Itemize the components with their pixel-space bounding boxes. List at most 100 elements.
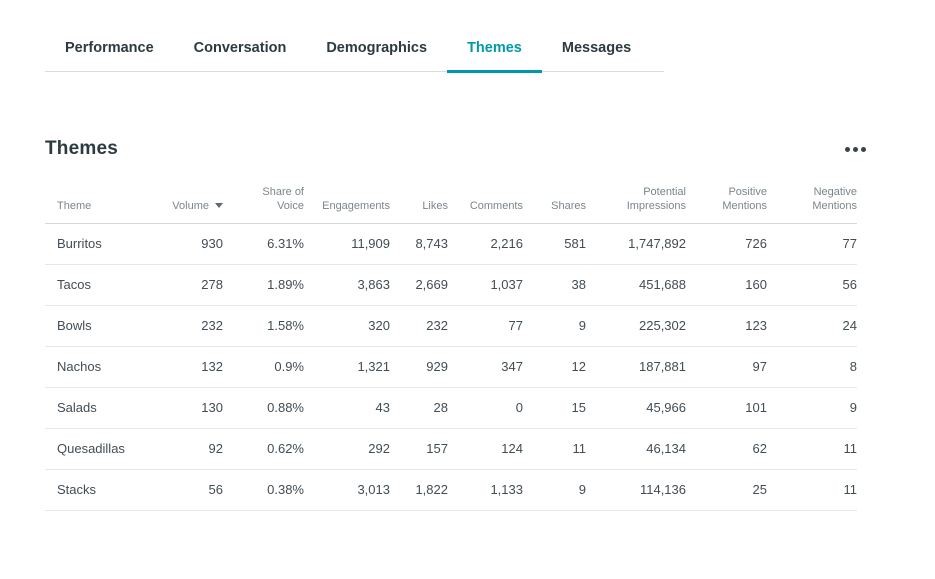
cell-share-of-voice: 1.58% bbox=[223, 305, 304, 347]
cell-potential-impressions: 45,966 bbox=[586, 387, 686, 429]
column-label: Likes bbox=[422, 199, 448, 212]
table-row: Salads 130 0.88% 43 28 0 15 45,966 101 9 bbox=[45, 387, 857, 429]
cell-positive-mentions: 25 bbox=[686, 469, 767, 511]
cell-engagements: 11,909 bbox=[304, 223, 390, 265]
cell-positive-mentions: 101 bbox=[686, 387, 767, 429]
cell-share-of-voice: 0.88% bbox=[223, 387, 304, 429]
cell-shares: 581 bbox=[523, 223, 586, 265]
cell-engagements: 3,863 bbox=[304, 264, 390, 306]
cell-potential-impressions: 46,134 bbox=[586, 428, 686, 470]
cell-negative-mentions: 11 bbox=[767, 428, 857, 470]
table-header: Theme Volume Share of Voice Engagements Like… bbox=[45, 186, 857, 224]
cell-theme: Bowls bbox=[45, 305, 157, 347]
cell-comments: 1,133 bbox=[448, 469, 523, 511]
cell-likes: 929 bbox=[390, 346, 448, 388]
cell-negative-mentions: 8 bbox=[767, 346, 857, 388]
cell-likes: 8,743 bbox=[390, 223, 448, 265]
cell-negative-mentions: 77 bbox=[767, 223, 857, 265]
cell-positive-mentions: 123 bbox=[686, 305, 767, 347]
cell-potential-impressions: 451,688 bbox=[586, 264, 686, 306]
cell-theme: Nachos bbox=[45, 346, 157, 388]
cell-potential-impressions: 1,747,892 bbox=[586, 223, 686, 265]
tab-conversation[interactable]: Conversation bbox=[193, 40, 287, 56]
cell-positive-mentions: 726 bbox=[686, 223, 767, 265]
cell-engagements: 1,321 bbox=[304, 346, 390, 388]
cell-comments: 0 bbox=[448, 387, 523, 429]
cell-volume: 278 bbox=[157, 264, 223, 306]
cell-share-of-voice: 0.62% bbox=[223, 428, 304, 470]
cell-theme: Quesadillas bbox=[45, 428, 157, 470]
column-header-volume[interactable]: Volume bbox=[157, 186, 223, 224]
column-label: Comments bbox=[469, 199, 523, 212]
cell-engagements: 3,013 bbox=[304, 469, 390, 511]
page-title: Themes bbox=[45, 138, 119, 159]
column-header-comments[interactable]: Comments bbox=[448, 186, 523, 224]
cell-likes: 2,669 bbox=[390, 264, 448, 306]
cell-comments: 124 bbox=[448, 428, 523, 470]
column-header-potential-impressions[interactable]: Potential Impressions bbox=[586, 186, 686, 224]
column-label: Positive Mentions bbox=[722, 186, 767, 212]
tab-performance[interactable]: Performance bbox=[65, 40, 154, 56]
column-label: Shares bbox=[551, 199, 586, 212]
cell-theme: Salads bbox=[45, 387, 157, 429]
column-header-positive-mentions[interactable]: Positive Mentions bbox=[686, 186, 767, 224]
cell-volume: 930 bbox=[157, 223, 223, 265]
cell-positive-mentions: 160 bbox=[686, 264, 767, 306]
tab-bar: Performance Conversation Demographics Theme… bbox=[45, 30, 664, 73]
column-label: Volume bbox=[172, 199, 209, 212]
cell-theme: Stacks bbox=[45, 469, 157, 511]
cell-share-of-voice: 1.89% bbox=[223, 264, 304, 306]
cell-positive-mentions: 97 bbox=[686, 346, 767, 388]
column-header-negative-mentions[interactable]: Negative Mentions bbox=[767, 186, 857, 224]
cell-engagements: 292 bbox=[304, 428, 390, 470]
cell-potential-impressions: 187,881 bbox=[586, 346, 686, 388]
cell-engagements: 320 bbox=[304, 305, 390, 347]
themes-report-page: Performance Conversation Demographics Theme… bbox=[0, 30, 935, 511]
cell-comments: 77 bbox=[448, 305, 523, 347]
cell-negative-mentions: 9 bbox=[767, 387, 857, 429]
tab-themes[interactable]: Themes bbox=[447, 30, 542, 73]
column-label: Potential Impressions bbox=[626, 186, 686, 212]
more-options-button[interactable] bbox=[843, 143, 868, 156]
cell-positive-mentions: 62 bbox=[686, 428, 767, 470]
tab-demographics[interactable]: Demographics bbox=[326, 40, 428, 56]
column-header-share-of-voice[interactable]: Share of Voice bbox=[223, 186, 304, 224]
cell-likes: 1,822 bbox=[390, 469, 448, 511]
tab-messages[interactable]: Messages bbox=[561, 40, 632, 56]
cell-comments: 1,037 bbox=[448, 264, 523, 306]
column-header-theme[interactable]: Theme bbox=[45, 186, 157, 224]
column-header-shares[interactable]: Shares bbox=[523, 186, 586, 224]
cell-potential-impressions: 114,136 bbox=[586, 469, 686, 511]
column-label: Negative Mentions bbox=[812, 186, 857, 212]
cell-volume: 92 bbox=[157, 428, 223, 470]
column-header-engagements[interactable]: Engagements bbox=[304, 186, 390, 224]
cell-volume: 56 bbox=[157, 469, 223, 511]
column-label: Share of Voice bbox=[262, 186, 304, 212]
column-label: Engagements bbox=[322, 199, 390, 212]
column-label: Theme bbox=[57, 199, 92, 212]
table-row: Nachos 132 0.9% 1,321 929 347 12 187,881 97 8 bbox=[45, 346, 857, 388]
cell-likes: 157 bbox=[390, 428, 448, 470]
cell-negative-mentions: 24 bbox=[767, 305, 857, 347]
cell-potential-impressions: 225,302 bbox=[586, 305, 686, 347]
cell-share-of-voice: 6.31% bbox=[223, 223, 304, 265]
themes-table: Theme Volume Share of Voice Engagements Like… bbox=[45, 186, 857, 511]
cell-likes: 232 bbox=[390, 305, 448, 347]
ellipsis-icon bbox=[845, 146, 866, 152]
cell-likes: 28 bbox=[390, 387, 448, 429]
column-header-likes[interactable]: Likes bbox=[390, 186, 448, 224]
cell-theme: Tacos bbox=[45, 264, 157, 306]
cell-share-of-voice: 0.38% bbox=[223, 469, 304, 511]
cell-shares: 15 bbox=[523, 387, 586, 429]
cell-negative-mentions: 11 bbox=[767, 469, 857, 511]
cell-volume: 130 bbox=[157, 387, 223, 429]
cell-shares: 9 bbox=[523, 469, 586, 511]
sort-desc-icon bbox=[215, 202, 223, 208]
cell-shares: 38 bbox=[523, 264, 586, 306]
cell-negative-mentions: 56 bbox=[767, 264, 857, 306]
table-row: Quesadillas 92 0.62% 292 157 124 11 46,134 62 11 bbox=[45, 428, 857, 470]
cell-volume: 232 bbox=[157, 305, 223, 347]
table-row: Stacks 56 0.38% 3,013 1,822 1,133 9 114,136 25 11 bbox=[45, 469, 857, 511]
table-row: Burritos 930 6.31% 11,909 8,743 2,216 581 1,747… bbox=[45, 223, 857, 265]
cell-shares: 9 bbox=[523, 305, 586, 347]
